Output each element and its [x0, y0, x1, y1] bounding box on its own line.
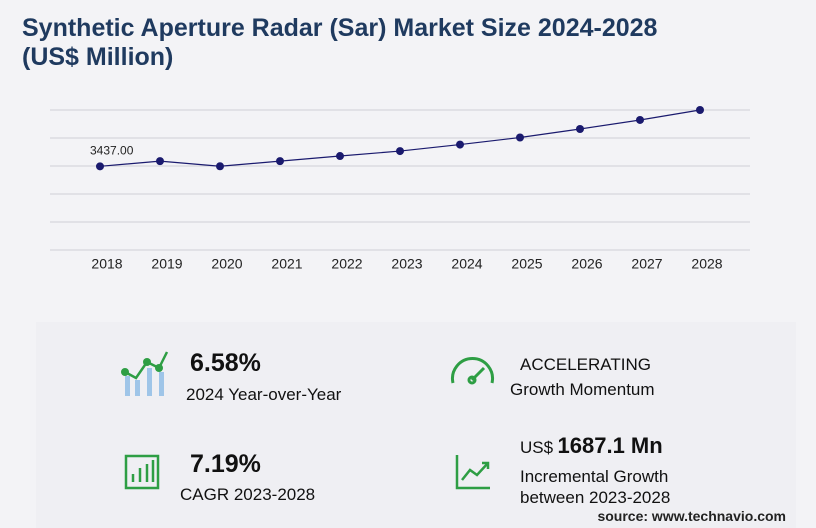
x-tick-label: 2019	[151, 256, 182, 272]
point	[336, 152, 344, 161]
value-label: 3437.00	[90, 143, 134, 157]
kpi-label: CAGR 2023-2028	[180, 485, 316, 504]
kpi-value: 7.19%	[190, 450, 261, 478]
x-tick-label: 2027	[631, 256, 662, 272]
momentum-icon	[451, 357, 494, 385]
point	[516, 133, 524, 142]
x-tick-label: 2022	[331, 256, 362, 272]
kpi-value: ACCELERATING	[520, 355, 651, 374]
source: source: www.technavio.com	[597, 508, 786, 524]
x-tick-label: 2020	[211, 256, 242, 272]
cagr-icon	[124, 454, 160, 490]
chart-title-block: Synthetic Aperture Radar (Sar) Market Si…	[22, 14, 657, 72]
kpi-value: 1687.1 Mn	[557, 433, 663, 458]
x-tick-label: 2018	[91, 256, 122, 272]
kpi-value: 6.58%	[190, 349, 261, 377]
yoy-icon	[121, 351, 169, 396]
point	[276, 157, 284, 166]
kpi-value-row: US$ 1687.1 Mn	[520, 433, 663, 459]
chart-subtitle: (US$ Million)	[22, 43, 174, 71]
kpi-label: Incremental Growth between 2023-2028	[520, 467, 671, 507]
point	[456, 140, 464, 149]
kpi-panel	[36, 322, 796, 528]
point	[96, 162, 104, 171]
incremental-icon	[455, 455, 490, 490]
kpi-label: 2024 Year-over-Year	[186, 385, 342, 404]
x-tick-label: 2025	[511, 256, 542, 272]
point	[696, 106, 704, 114]
x-tick-label: 2026	[571, 256, 602, 272]
point	[156, 157, 164, 166]
point	[216, 162, 224, 171]
chart-title: Synthetic Aperture Radar (Sar) Market Si…	[22, 14, 658, 42]
x-tick-label: 2028	[691, 256, 722, 272]
kpi-unit: US$	[520, 438, 554, 457]
x-tick-label: 2024	[451, 256, 482, 272]
chart: 2018 2019 2020 2021 2022 2023 2024 2025 2026 2027…	[50, 106, 750, 272]
point	[636, 115, 644, 124]
x-tick-label: 2021	[271, 256, 302, 272]
x-tick-label: 2023	[391, 256, 422, 272]
kpi-label: Growth Momentum	[510, 380, 655, 399]
point	[396, 147, 404, 156]
point	[576, 124, 584, 133]
